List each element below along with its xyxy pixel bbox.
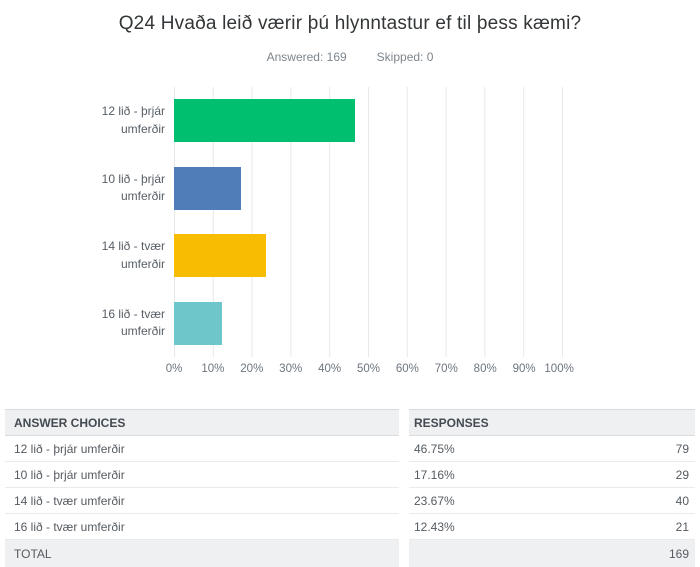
bar-chart: 12 lið - þrjár umferðir 10 lið - þrjár u… [0,87,700,375]
table-header-row: ANSWER CHOICES RESPONSES [5,409,695,436]
response-count: 79 [675,442,689,456]
table-header-responses: RESPONSES [414,416,489,430]
answer-choice-cell: 12 lið - þrjár umferðir [5,436,399,462]
x-axis-tick: 30% [279,363,303,375]
survey-results-page: Q24 Hvaða leið værir þú hlynntastur ef t… [0,13,700,567]
bar-row [174,290,562,358]
page-title: Q24 Hvaða leið værir þú hlynntastur ef t… [118,13,582,34]
results-table: ANSWER CHOICES RESPONSES 12 lið - þrjár … [5,409,695,567]
table-row: 12 lið - þrjár umferðir 46.75% 79 [5,436,695,462]
x-axis-tick: 60% [395,363,419,375]
table-body: 12 lið - þrjár umferðir 46.75% 79 10 lið… [5,436,695,540]
x-axis-tick: 50% [356,363,381,375]
category-axis: 12 lið - þrjár umferðir 10 lið - þrjár u… [0,87,165,357]
answer-choice-cell: 14 lið - tvær umferðir [5,488,399,514]
x-axis-tick: 90% [512,363,536,375]
answer-choice-cell: 10 lið - þrjár umferðir [5,462,399,488]
x-axis-tick: 80% [473,363,497,375]
table-row: 16 lið - tvær umferðir 12.43% 21 [5,514,695,540]
x-axis-tick: 20% [240,363,264,375]
bar-12-lid [174,99,356,143]
x-axis-tick: 70% [434,363,458,375]
total-label: TOTAL [5,540,399,567]
table-row: 10 lið - þrjár umferðir 17.16% 29 [5,462,695,488]
x-axis: 0% 10% 20% 30% 40% 50% 60% 70% 80% 90% 1… [166,363,574,379]
bar-10-lid [174,166,241,210]
response-count: 29 [675,468,689,482]
response-percent: 46.75% [414,442,455,456]
response-stats: Answered: 169 Skipped: 0 [0,50,700,64]
response-count: 40 [675,494,689,508]
bar-row [174,87,562,155]
response-percent: 12.43% [414,520,455,534]
response-count: 21 [675,520,689,534]
total-row: TOTAL 169 [5,540,695,567]
bar-14-lid [174,234,266,278]
answer-choice-cell: 16 lið - tvær umferðir [5,514,399,540]
skipped-count: Skipped: 0 [376,50,434,64]
category-label: 12 lið - þrjár umferðir [101,104,165,136]
total-count: 169 [668,547,689,561]
category-label: 16 lið - tvær umferðir [101,306,165,339]
category-label: 10 lið - þrjár umferðir [101,171,165,204]
x-axis-tick: 10% [201,363,225,375]
response-percent: 17.16% [414,468,455,482]
table-header-answer-choices: ANSWER CHOICES [5,409,399,436]
bar-row [174,155,562,223]
x-axis-tick: 0% [165,363,183,375]
x-axis-tick: 40% [318,363,342,375]
response-percent: 23.67% [414,494,455,508]
table-row: 14 lið - tvær umferðir 23.67% 40 [5,488,695,514]
bar-16-lid [174,301,223,345]
x-axis-tick: 100% [544,363,574,375]
plot-area [174,87,563,357]
bar-row [174,222,562,290]
answered-count: Answered: 169 [266,50,347,64]
category-label: 14 lið - tvær umferðir [101,239,165,271]
